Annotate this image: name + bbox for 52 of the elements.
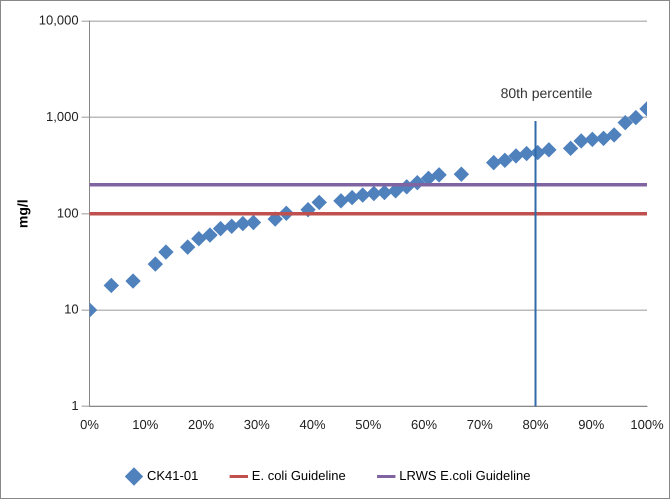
point <box>312 194 327 210</box>
point <box>628 110 644 126</box>
point <box>574 133 589 148</box>
point <box>213 221 228 236</box>
legend-label: CK41-01 <box>146 468 198 484</box>
point <box>355 188 370 203</box>
x-tick-label: 50% <box>355 416 382 432</box>
point <box>333 193 348 208</box>
y-tick-label: 100 <box>56 205 79 220</box>
point <box>148 256 163 272</box>
point <box>454 166 469 182</box>
point <box>344 190 360 206</box>
x-tick-label: 80% <box>522 416 549 432</box>
point <box>126 274 141 289</box>
x-tick-label: 20% <box>188 416 214 432</box>
point <box>224 218 240 234</box>
legend-label: LRWS E.coli Guideline <box>399 468 531 484</box>
point <box>618 115 633 130</box>
point <box>606 127 622 142</box>
y-tick-label: 1,000 <box>46 108 79 124</box>
legend-label: E. coli Guideline <box>252 468 346 484</box>
x-tick-label: 30% <box>244 416 270 432</box>
point <box>432 167 447 182</box>
point <box>596 130 612 146</box>
point <box>519 146 534 162</box>
x-tick-label: 0% <box>80 416 100 432</box>
point <box>563 140 578 156</box>
point <box>508 148 524 164</box>
ref-line-label: 80th percentile <box>500 84 593 101</box>
point <box>376 184 392 200</box>
point <box>541 142 556 158</box>
y-tick-label: 10,000 <box>38 12 79 28</box>
point <box>584 132 600 147</box>
point <box>104 278 119 293</box>
x-tick-label: 70% <box>466 416 494 432</box>
point <box>235 216 250 232</box>
x-tick-label: 60% <box>411 416 438 432</box>
y-tick-label: 1 <box>71 398 79 413</box>
point <box>202 228 218 243</box>
x-tick-label: 90% <box>578 416 605 432</box>
point <box>191 231 206 246</box>
point <box>158 244 174 260</box>
point <box>180 240 196 255</box>
x-tick-label: 40% <box>300 416 326 432</box>
point <box>366 186 382 202</box>
y-tick-label: 10 <box>64 302 79 317</box>
y-axis-title: mg/l <box>14 199 30 228</box>
x-tick-label: 10% <box>132 416 159 432</box>
point <box>497 152 512 168</box>
point <box>246 215 261 230</box>
point <box>486 155 502 170</box>
x-tick-label: 100% <box>630 416 664 432</box>
